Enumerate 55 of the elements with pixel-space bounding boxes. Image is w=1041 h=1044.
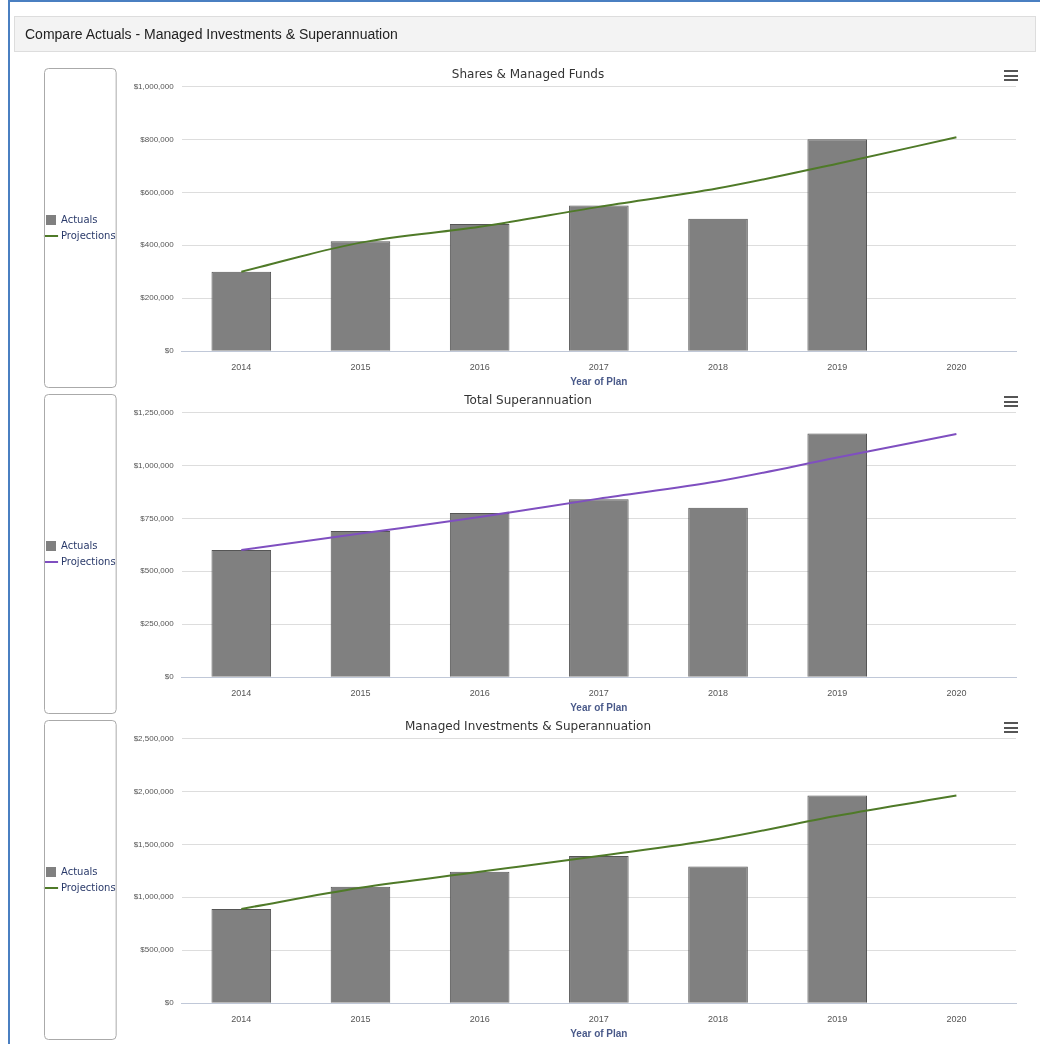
y-tick-label: $0 — [164, 672, 175, 682]
x-axis-title: Year of Plan — [570, 701, 628, 713]
x-tick-label: 2016 — [469, 1014, 490, 1025]
x-tick-label: 2016 — [469, 688, 490, 699]
legend-label: Actuals — [61, 539, 98, 551]
y-tick-label: $500,000 — [140, 566, 175, 576]
line-series — [240, 433, 958, 552]
y-tick-label: $1,000,000 — [133, 460, 175, 470]
x-tick-label: 2016 — [469, 362, 490, 373]
y-tick-label: $2,500,000 — [133, 733, 175, 743]
x-tick-label: 2015 — [350, 362, 371, 373]
x-tick-label: 2014 — [231, 362, 252, 373]
chart-title: Total Superannuation — [463, 393, 592, 408]
x-tick-label: 2018 — [708, 362, 729, 373]
x-tick-label: 2019 — [827, 1014, 848, 1025]
x-tick-label: 2018 — [708, 688, 729, 699]
y-tick-label: $600,000 — [140, 187, 175, 197]
legend-label: Projections — [61, 555, 116, 567]
x-tick-label: 2017 — [588, 688, 609, 699]
y-tick-label: $750,000 — [140, 513, 175, 523]
x-tick-label: 2017 — [588, 362, 609, 373]
legend-label: Actuals — [61, 865, 98, 877]
x-tick-label: 2019 — [827, 688, 848, 699]
chart-title: Shares & Managed Funds — [451, 67, 605, 82]
x-tick-label: 2019 — [827, 362, 848, 373]
y-tick-label: $1,000,000 — [133, 892, 175, 902]
line-series — [240, 136, 958, 273]
y-tick-label: $800,000 — [140, 134, 175, 144]
legend-label: Projections — [61, 229, 116, 241]
line-series — [240, 794, 958, 910]
y-tick-label: $400,000 — [140, 240, 175, 250]
x-tick-label: 2017 — [588, 1014, 609, 1025]
y-tick-label: $1,250,000 — [133, 407, 175, 417]
x-tick-label: 2020 — [946, 362, 967, 373]
x-tick-label: 2014 — [231, 688, 252, 699]
y-tick-label: $200,000 — [140, 293, 175, 303]
y-tick-label: $2,000,000 — [133, 786, 175, 796]
y-tick-label: $1,500,000 — [133, 839, 175, 849]
x-axis-title: Year of Plan — [570, 375, 628, 387]
x-tick-label: 2018 — [708, 1014, 729, 1025]
y-tick-label: $0 — [164, 998, 175, 1008]
y-tick-label: $0 — [164, 346, 175, 356]
x-tick-label: 2020 — [946, 688, 967, 699]
x-axis-title: Year of Plan — [570, 1027, 628, 1039]
y-tick-label: $1,000,000 — [133, 81, 175, 91]
legend-label: Projections — [61, 881, 116, 893]
x-tick-label: 2014 — [231, 1014, 252, 1025]
chart-title: Managed Investments & Superannuation — [405, 719, 651, 734]
x-tick-label: 2015 — [350, 1014, 371, 1025]
y-tick-label: $500,000 — [140, 945, 175, 955]
text: Compare Actuals - Managed Investments & Superannuation — [14, 16, 1036, 52]
y-tick-label: $250,000 — [140, 619, 175, 629]
x-tick-label: 2020 — [946, 1014, 967, 1025]
x-tick-label: 2015 — [350, 688, 371, 699]
legend-label: Actuals — [61, 213, 98, 225]
